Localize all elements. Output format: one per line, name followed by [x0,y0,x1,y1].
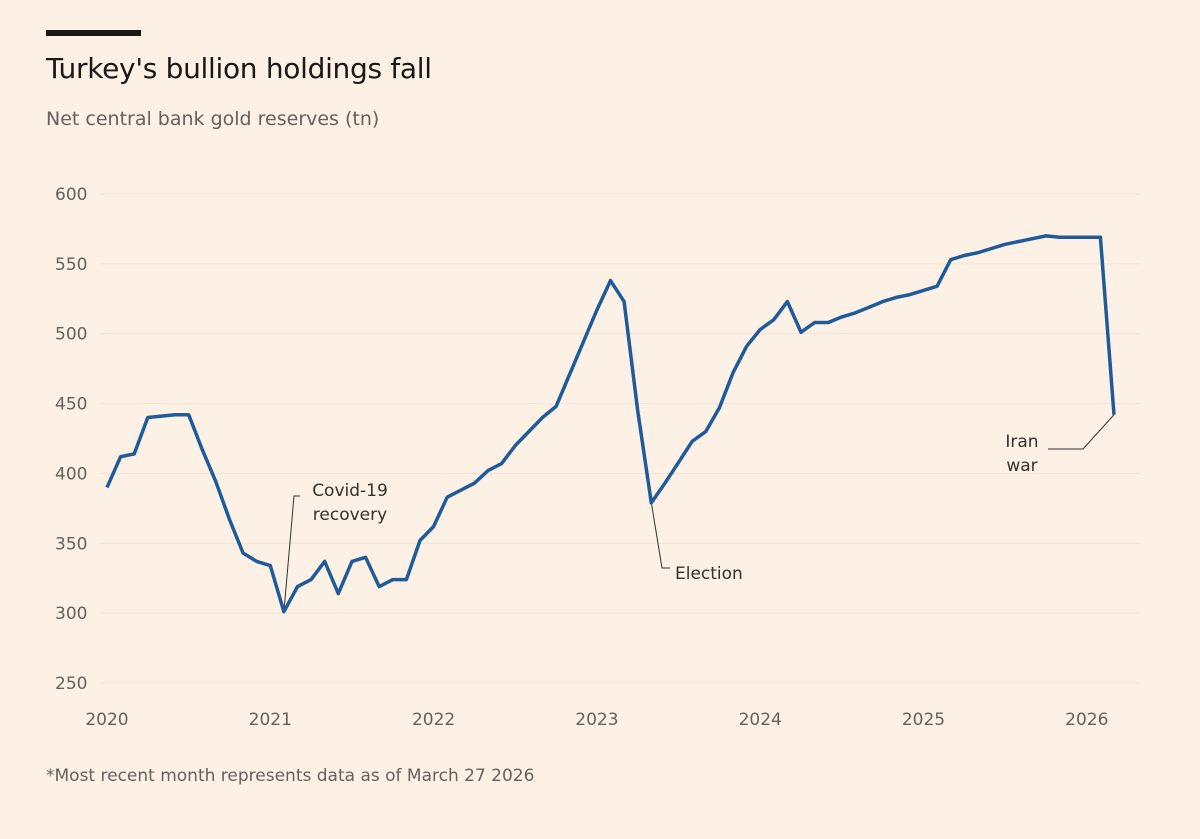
covid-annotation-label: Covid-19 [312,481,388,501]
y-tick-label: 600 [55,185,87,205]
election-annotation-label: Election [675,564,743,584]
x-tick-label: 2021 [249,710,292,730]
x-tick-label: 2026 [1065,710,1108,730]
y-tick-label: 450 [55,395,87,415]
chart-footnote: *Most recent month represents data as of… [46,766,535,786]
title-accent-bar [46,30,141,36]
y-tick-label: 400 [55,464,87,484]
chart-subtitle: Net central bank gold reserves (tn) [46,108,380,130]
y-tick-label: 250 [55,674,87,694]
x-tick-label: 2025 [902,710,945,730]
iran-war-annotation-label: Iran [1005,432,1038,452]
x-tick-label: 2020 [85,710,128,730]
election-annotation-leader [650,502,670,569]
x-tick-label: 2023 [575,710,618,730]
y-tick-label: 300 [55,604,87,624]
series-line [105,234,1116,614]
x-tick-label: 2022 [412,710,455,730]
y-tick-label: 350 [55,534,87,554]
iran-war-annotation-leader [1048,414,1115,450]
covid-annotation-label: recovery [313,505,387,525]
iran-war-annotation-label: war [1006,456,1037,476]
x-tick-label: 2024 [739,710,782,730]
chart-title: Turkey's bullion holdings fall [46,52,432,85]
covid-annotation-leader [283,495,300,612]
y-tick-label: 500 [55,325,87,345]
y-tick-label: 550 [55,255,87,275]
